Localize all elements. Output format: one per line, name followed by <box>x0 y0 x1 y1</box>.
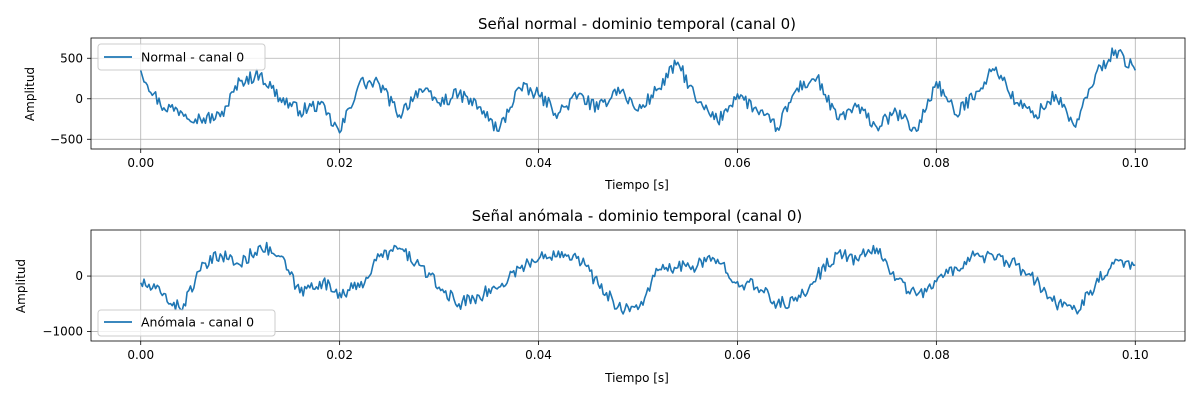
legend: Normal - canal 0 <box>97 43 266 71</box>
x-axis-label: Tiempo [s] <box>604 371 669 385</box>
chart-title: Señal anómala - dominio temporal (canal … <box>472 207 803 225</box>
x-tick-label: 0.10 <box>1122 348 1149 362</box>
y-tick-label: −500 <box>50 132 83 146</box>
x-tick-label: 0.02 <box>326 156 353 170</box>
legend: Anómala - canal 0 <box>97 309 276 337</box>
x-tick-label: 0.04 <box>525 348 552 362</box>
x-tick-label: 0.10 <box>1122 156 1149 170</box>
plot-frame <box>90 229 1186 342</box>
x-tick-label: 0.06 <box>724 348 751 362</box>
x-tick-label: 0.08 <box>923 156 950 170</box>
y-tick-label: 500 <box>60 51 83 65</box>
x-tick-label: 0.08 <box>923 348 950 362</box>
chart-title: Señal normal - dominio temporal (canal 0… <box>478 15 796 33</box>
series-line <box>139 241 1136 315</box>
y-tick-label: −1000 <box>42 325 83 339</box>
x-tick-label: 0.04 <box>525 156 552 170</box>
series-line <box>139 47 1137 134</box>
y-axis-label: Amplitud <box>23 67 37 121</box>
x-axis-label: Tiempo [s] <box>604 178 669 192</box>
legend-label: Normal - canal 0 <box>141 50 244 65</box>
chart-anomalous: Señal anómala - dominio temporal (canal … <box>14 207 1186 385</box>
legend-label: Anómala - canal 0 <box>141 315 254 330</box>
x-tick-label: 0.00 <box>127 348 154 362</box>
plot-frame <box>90 37 1186 150</box>
y-axis-label: Amplitud <box>14 259 28 313</box>
chart-normal: Señal normal - dominio temporal (canal 0… <box>23 15 1186 192</box>
x-tick-label: 0.00 <box>127 156 154 170</box>
y-tick-label: 0 <box>75 269 83 283</box>
x-tick-label: 0.02 <box>326 348 353 362</box>
y-tick-label: 0 <box>75 92 83 106</box>
x-tick-label: 0.06 <box>724 156 751 170</box>
